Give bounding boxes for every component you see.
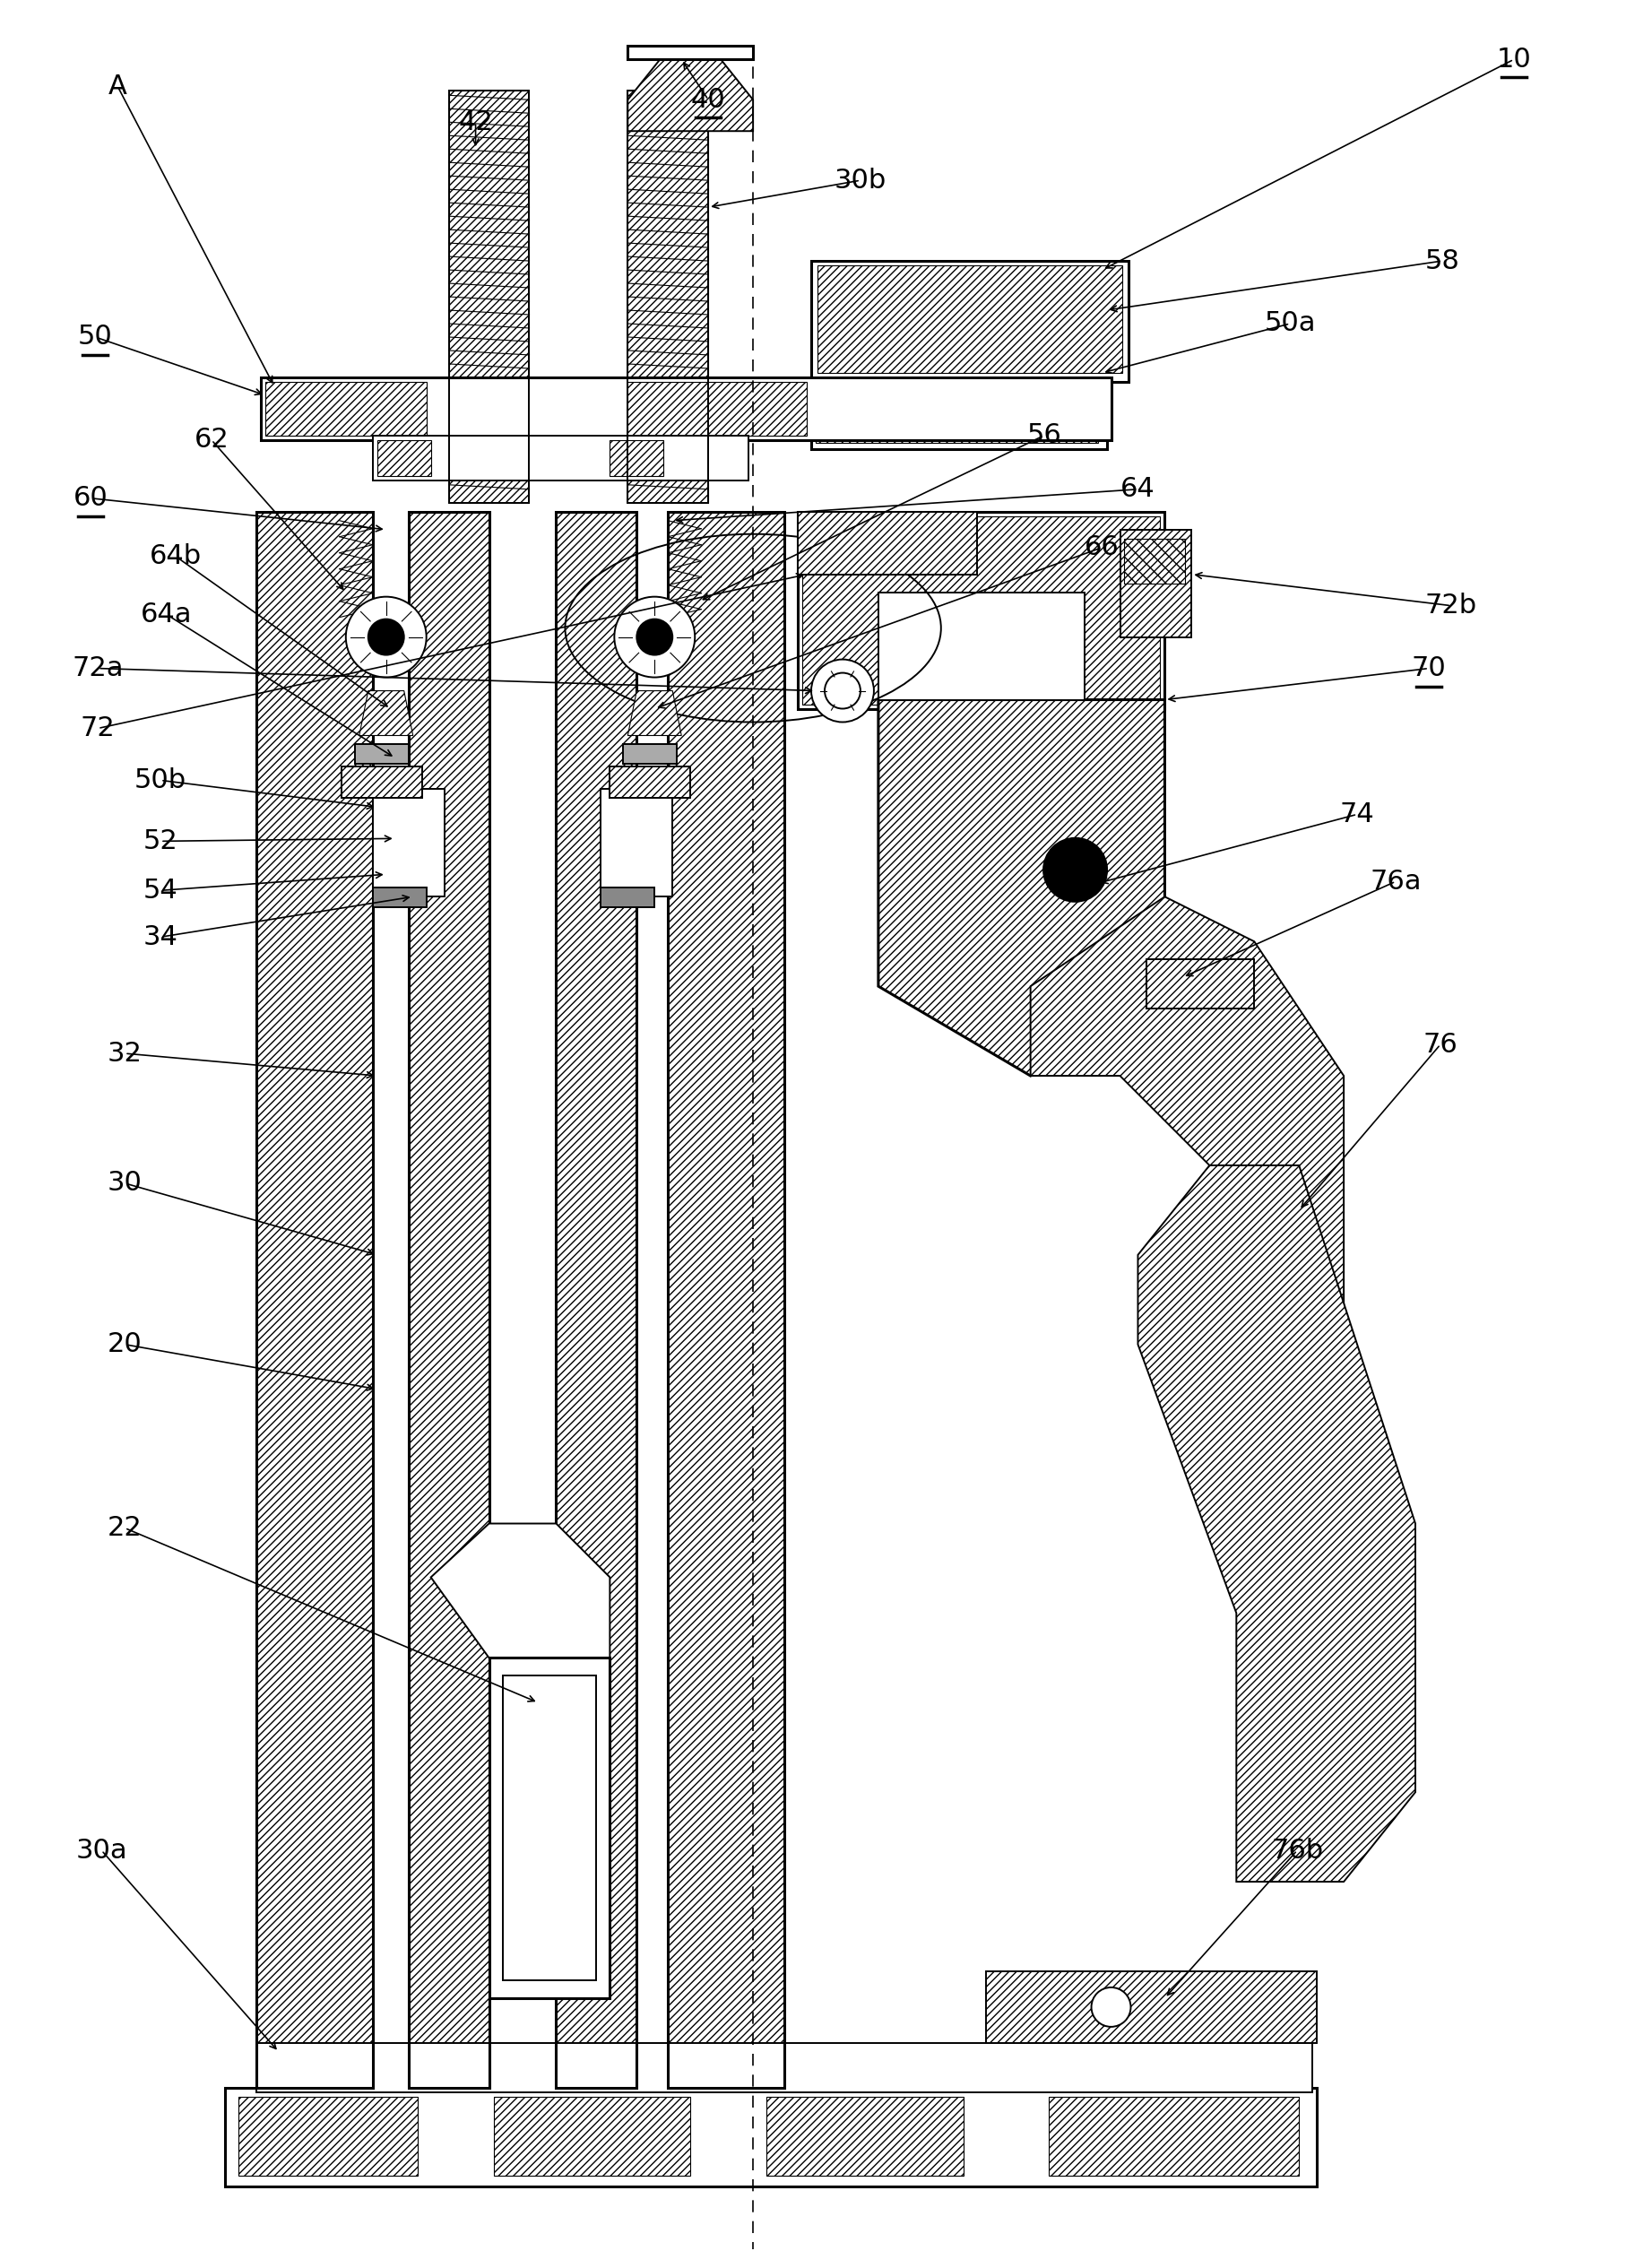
Bar xyxy=(667,511,785,2087)
Text: 42: 42 xyxy=(458,108,492,135)
Bar xyxy=(798,511,976,574)
Text: 64a: 64a xyxy=(140,601,193,628)
Bar xyxy=(816,356,1097,443)
Bar xyxy=(601,790,672,896)
Text: 74: 74 xyxy=(1340,801,1374,828)
Bar xyxy=(256,511,373,2087)
Text: 72a: 72a xyxy=(73,655,124,682)
Ellipse shape xyxy=(1092,1988,1130,2026)
Bar xyxy=(1120,529,1191,637)
Bar xyxy=(225,2087,1317,2186)
Ellipse shape xyxy=(615,597,695,678)
Text: 72b: 72b xyxy=(1426,592,1477,619)
Text: 32: 32 xyxy=(107,1040,142,1067)
Text: 54: 54 xyxy=(144,878,178,903)
Polygon shape xyxy=(1138,1166,1416,1882)
Polygon shape xyxy=(879,700,1165,1076)
Bar xyxy=(373,790,444,896)
Bar xyxy=(628,45,753,59)
Bar xyxy=(1049,2096,1298,2174)
Text: 72: 72 xyxy=(81,716,116,741)
Bar xyxy=(986,1972,1317,2044)
Text: 30b: 30b xyxy=(834,167,887,194)
Bar xyxy=(355,745,408,763)
Bar xyxy=(628,383,806,434)
Ellipse shape xyxy=(1044,840,1107,900)
Bar xyxy=(373,887,426,907)
Text: 66: 66 xyxy=(1085,533,1120,560)
Polygon shape xyxy=(431,1524,610,1657)
Text: 50b: 50b xyxy=(134,768,187,792)
Bar xyxy=(818,266,1122,374)
Bar xyxy=(1146,959,1254,1008)
Text: 76a: 76a xyxy=(1370,869,1421,894)
Text: 62: 62 xyxy=(195,428,230,452)
Text: 70: 70 xyxy=(1411,655,1446,682)
Text: 40: 40 xyxy=(691,88,725,113)
Text: 30a: 30a xyxy=(76,1837,127,1864)
Bar xyxy=(601,887,654,907)
Text: 50: 50 xyxy=(78,324,112,351)
Bar xyxy=(489,1657,610,1999)
Bar xyxy=(377,439,431,475)
Bar xyxy=(557,511,636,2087)
Bar xyxy=(628,90,709,502)
Bar xyxy=(256,2044,1312,2091)
Ellipse shape xyxy=(811,660,874,723)
Text: 22: 22 xyxy=(107,1515,142,1542)
Text: 50a: 50a xyxy=(1264,311,1317,338)
Text: 76: 76 xyxy=(1422,1031,1457,1058)
Bar xyxy=(767,2096,963,2174)
Polygon shape xyxy=(628,691,682,736)
Bar xyxy=(879,592,1084,700)
Ellipse shape xyxy=(368,619,405,655)
Bar xyxy=(803,515,1160,705)
Text: 34: 34 xyxy=(144,923,178,950)
Text: 60: 60 xyxy=(73,486,107,511)
Bar xyxy=(502,1675,596,1981)
Bar xyxy=(628,90,709,502)
Bar xyxy=(623,745,677,763)
Text: 52: 52 xyxy=(144,828,178,853)
Bar xyxy=(610,768,691,799)
Bar xyxy=(557,511,636,2087)
Bar xyxy=(449,90,529,502)
Bar xyxy=(610,439,664,475)
Text: 64b: 64b xyxy=(150,542,202,570)
Text: A: A xyxy=(109,74,127,99)
Ellipse shape xyxy=(824,673,861,709)
Bar xyxy=(1125,538,1186,583)
Bar xyxy=(811,351,1107,448)
Bar xyxy=(494,2096,691,2174)
Bar xyxy=(256,511,373,2087)
Ellipse shape xyxy=(345,597,426,678)
Bar xyxy=(667,511,785,2087)
Polygon shape xyxy=(1031,896,1343,1434)
Bar xyxy=(489,520,557,2078)
Text: 76b: 76b xyxy=(1270,1837,1323,1864)
Bar xyxy=(449,90,529,502)
Ellipse shape xyxy=(636,619,672,655)
Bar xyxy=(261,378,1112,439)
Bar xyxy=(408,511,489,2087)
Polygon shape xyxy=(358,691,413,736)
Bar xyxy=(238,2096,418,2174)
Bar xyxy=(798,511,1165,709)
Bar xyxy=(811,261,1128,383)
Bar xyxy=(342,768,421,799)
Polygon shape xyxy=(628,54,753,131)
Text: 58: 58 xyxy=(1424,248,1460,275)
Bar xyxy=(373,434,748,479)
Text: 30: 30 xyxy=(107,1171,142,1195)
Text: 56: 56 xyxy=(1026,423,1061,448)
Text: 20: 20 xyxy=(107,1330,142,1357)
Bar xyxy=(408,511,489,2087)
Text: 10: 10 xyxy=(1497,47,1531,72)
Text: 64: 64 xyxy=(1120,477,1155,502)
Bar xyxy=(266,383,426,434)
